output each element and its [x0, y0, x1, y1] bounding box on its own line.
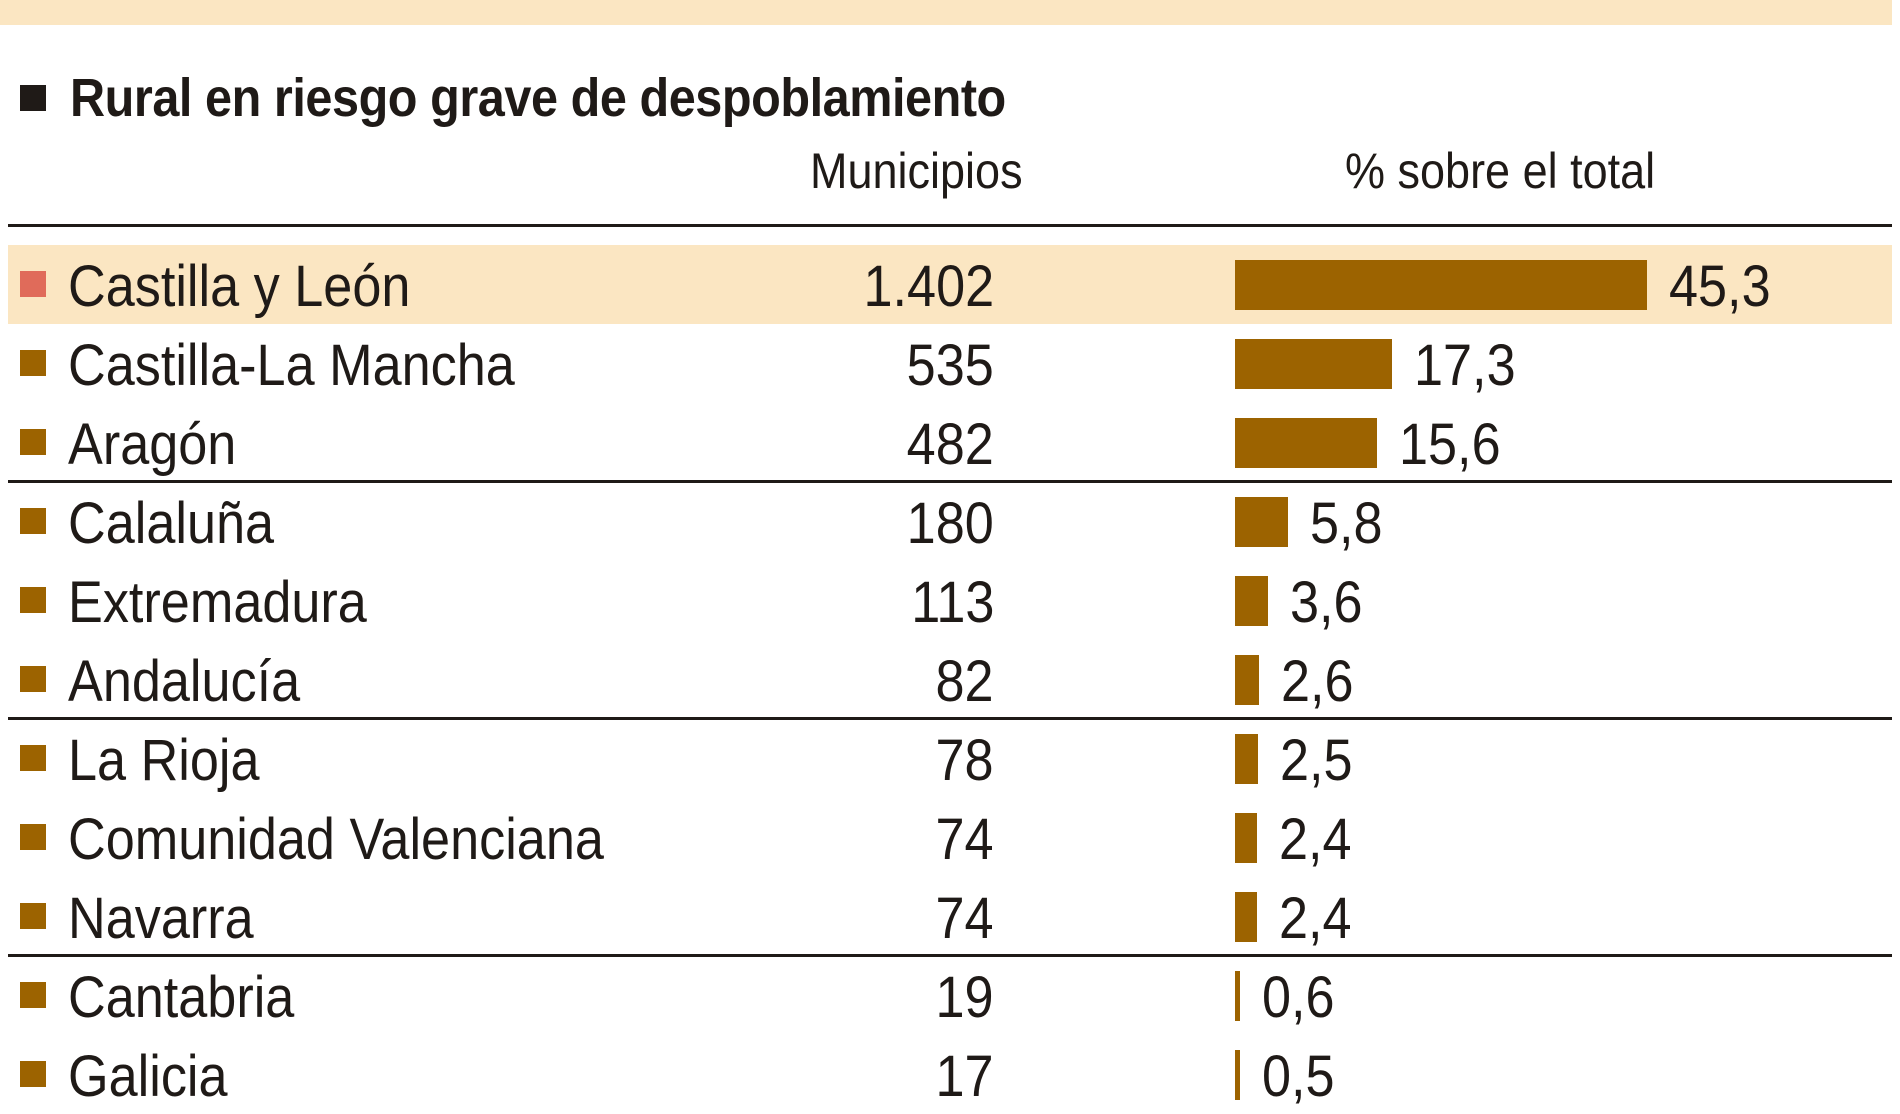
row-marker-icon: [20, 666, 46, 692]
percent-bar: [1235, 339, 1392, 389]
table-row: Extremadura 113 3,6: [8, 561, 1892, 640]
row-marker-icon: [20, 903, 46, 929]
table-row: Castilla y León 1.402 45,3: [8, 245, 1892, 324]
table-row: Andalucía 82 2,6: [8, 640, 1892, 719]
municipios-value: 78: [935, 728, 994, 793]
row-marker-icon: [20, 1061, 46, 1087]
percent-bar: [1235, 1050, 1240, 1100]
region-label: Comunidad Valenciana: [68, 807, 604, 872]
percent-label: 15,6: [1399, 412, 1501, 477]
percent-label: 2,4: [1279, 886, 1352, 951]
percent-bar: [1235, 813, 1257, 863]
row-marker-icon: [20, 350, 46, 376]
table-row: Galicia 17 0,5: [8, 1035, 1892, 1114]
percent-label: 3,6: [1290, 570, 1363, 635]
municipios-value: 535: [906, 333, 994, 398]
group-divider: [8, 717, 1892, 720]
percent-bar: [1235, 418, 1377, 468]
municipios-value: 17: [935, 1044, 994, 1109]
chart-header: Rural en riesgo grave de despoblamiento: [20, 68, 1110, 128]
row-marker-icon: [20, 271, 46, 297]
percent-label: 2,6: [1281, 649, 1354, 714]
region-label: Andalucía: [68, 649, 301, 714]
percent-label: 2,4: [1279, 807, 1352, 872]
column-header-municipios: Municipios: [810, 143, 1023, 199]
municipios-value: 482: [906, 412, 994, 477]
table-row: Calaluña 180 5,8: [8, 482, 1892, 561]
percent-bar: [1235, 892, 1257, 942]
header-rule: [8, 224, 1892, 227]
region-label: Navarra: [68, 886, 254, 951]
row-marker-icon: [20, 429, 46, 455]
percent-label: 45,3: [1669, 254, 1771, 319]
table-row: Comunidad Valenciana 74 2,4: [8, 798, 1892, 877]
row-marker-icon: [20, 824, 46, 850]
row-marker-icon: [20, 982, 46, 1008]
top-band: [0, 0, 1892, 25]
table-row: Castilla-La Mancha 535 17,3: [8, 324, 1892, 403]
row-marker-icon: [20, 508, 46, 534]
municipios-value: 180: [906, 491, 994, 556]
municipios-value: 74: [935, 886, 994, 951]
percent-bar: [1235, 655, 1259, 705]
row-marker-icon: [20, 587, 46, 613]
region-label: Castilla y León: [68, 254, 411, 319]
table-row: Cantabria 19 0,6: [8, 956, 1892, 1035]
municipios-value: 1.402: [863, 254, 994, 319]
chart-title: Rural en riesgo grave de despoblamiento: [70, 68, 1006, 128]
table-row: Navarra 74 2,4: [8, 877, 1892, 956]
group-divider: [8, 480, 1892, 483]
table-row: Aragón 482 15,6: [8, 403, 1892, 482]
percent-label: 5,8: [1310, 491, 1383, 556]
title-square-icon: [20, 85, 46, 111]
region-label: Galicia: [68, 1044, 228, 1109]
region-label: La Rioja: [68, 728, 260, 793]
group-divider: [8, 954, 1892, 957]
municipios-value: 82: [935, 649, 994, 714]
municipios-value: 113: [910, 570, 994, 635]
column-header-percent: % sobre el total: [1345, 143, 1656, 199]
region-label: Cantabria: [68, 965, 295, 1030]
percent-bar: [1235, 497, 1288, 547]
table-row: La Rioja 78 2,5: [8, 719, 1892, 798]
data-rows: Castilla y León 1.402 45,3 Castilla-La Manc…: [8, 245, 1892, 1109]
percent-label: 0,5: [1262, 1044, 1335, 1109]
municipios-value: 74: [935, 807, 994, 872]
percent-label: 17,3: [1414, 333, 1516, 398]
percent-label: 0,6: [1262, 965, 1335, 1030]
region-label: Calaluña: [68, 491, 275, 556]
region-label: Castilla-La Mancha: [68, 333, 515, 398]
percent-bar: [1235, 734, 1258, 784]
percent-bar: [1235, 260, 1647, 310]
region-label: Extremadura: [68, 570, 367, 635]
row-marker-icon: [20, 745, 46, 771]
percent-bar: [1235, 576, 1268, 626]
region-label: Aragón: [68, 412, 237, 477]
percent-label: 2,5: [1280, 728, 1353, 793]
municipios-value: 19: [935, 965, 994, 1030]
percent-bar: [1235, 971, 1240, 1021]
